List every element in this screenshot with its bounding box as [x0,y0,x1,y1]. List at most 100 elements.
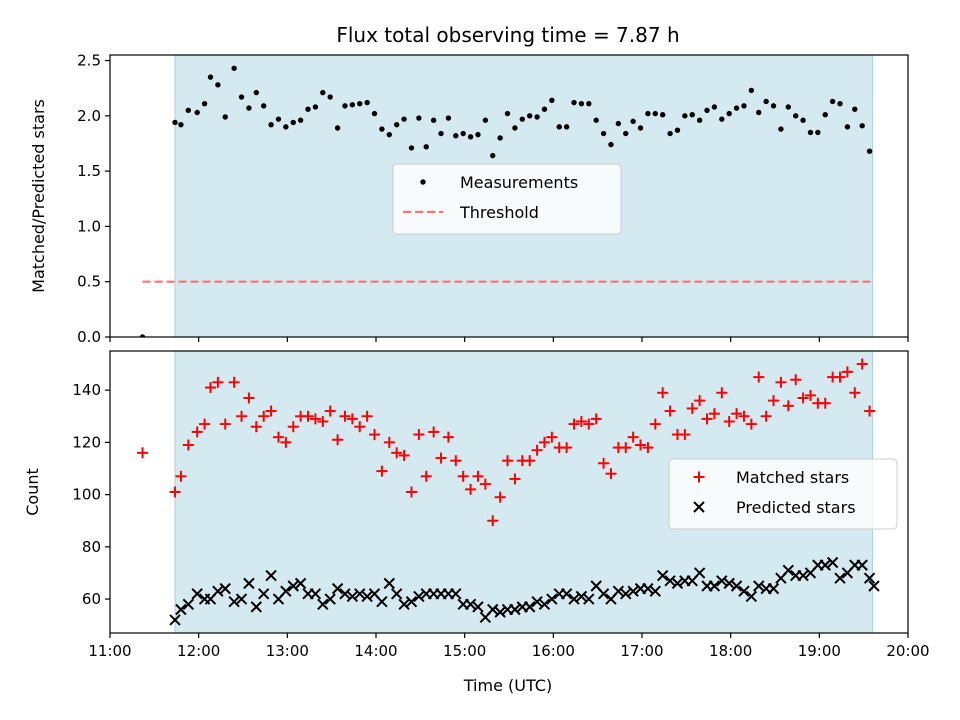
x-tick-label: 14:00 [354,642,397,660]
predicted-star-marker [560,588,573,600]
measurement-point [327,94,333,100]
x-tick-label: 18:00 [709,642,752,660]
predicted-star-marker [568,593,580,605]
legend-box [392,163,622,235]
matched-star-marker [479,478,491,490]
matched-star-marker [332,434,344,446]
marker-d2 [649,585,662,597]
matched-star-marker [212,376,224,388]
x-tick-label: 19:00 [798,642,841,660]
matched-star-marker [856,358,868,370]
marker-d2 [219,582,231,595]
measurement-point [748,87,755,94]
marker-d2 [753,580,765,592]
marker-d2 [523,601,536,613]
measurement-point [659,112,666,118]
predicted-star-marker [656,569,669,582]
marker-d2 [612,585,625,597]
matched-star-marker [627,431,639,443]
axes-frame [109,54,909,338]
matched-star-marker [280,436,292,448]
measurement-point [357,100,363,107]
matched-star-marker [420,470,432,482]
predicted-star-marker [243,577,255,590]
marker-d2 [656,569,669,582]
measurement-point [416,115,422,121]
predicted-star-marker [398,598,410,610]
matched-star-marker [723,416,735,427]
matched-star-marker [250,421,262,433]
measurement-point [139,334,146,337]
predicted-star-marker [464,598,477,610]
x-tick-label: 16:00 [532,642,575,660]
measurement-point [704,107,710,113]
marker-d2 [745,590,758,603]
matched-star-marker [361,410,373,422]
measurement-point [807,129,814,136]
matched-star-marker [679,429,691,441]
measurement-point [305,106,311,112]
marker-d2 [354,588,366,600]
predicted-star-marker [826,556,839,569]
predicted-star-marker [649,585,662,597]
matched-star-marker [701,413,713,425]
measurement-point [207,74,214,80]
matched-star-marker [819,397,831,409]
measurement-point [253,89,259,96]
y-tick-label: 60 [82,590,101,608]
matched-star-marker [620,442,632,454]
measurement-point [645,110,651,117]
predicted-star-marker [834,572,846,584]
predicted-star-marker [390,588,403,600]
measurement-point [386,131,392,138]
plot-area [137,358,880,626]
marker-d2 [509,603,521,616]
matched-star-marker [272,431,284,443]
marker-d2 [797,569,809,582]
measurement-point [342,103,348,109]
predicted-star-marker [383,577,396,590]
matched-star-marker [405,486,417,498]
matched-star-marker [849,387,861,399]
marker-d2 [339,588,351,600]
matched-star-marker [768,395,780,407]
predicted-star-marker [575,590,588,603]
counts-panel: 11:00 12:00 13:00 14:00 15:00 16:00 17:00 18:00… [23,350,930,660]
measurement-point [682,113,688,119]
predicted-star-marker [627,585,639,597]
measurement-point [490,152,496,159]
legend-measurement-icon [420,179,426,185]
marker-d2 [575,590,588,603]
marker-d2 [257,588,270,600]
matched-star-marker [790,374,802,386]
marker-d2 [856,559,868,571]
predicted-star-marker [797,569,809,582]
measurement-point [222,114,228,120]
predicted-star-marker [317,598,329,610]
measurement-point [815,129,821,136]
predicted-star-marker [257,588,270,600]
predicted-star-marker [819,559,831,571]
marker-d2 [361,590,373,603]
marker-d2 [716,575,728,587]
matched-star-marker [219,418,231,430]
matched-star-marker [236,410,248,422]
y-tick-label: 100 [72,486,101,504]
marker-d2 [169,614,181,626]
marker-d2 [376,595,388,608]
measurement-point [453,133,459,139]
predicted-star-marker [294,577,307,590]
matched-star-marker [137,447,149,459]
marker-d2 [560,588,573,600]
measurement-point [637,125,644,131]
predicted-star-marker [212,585,224,597]
predicted-star-marker [287,580,299,592]
marker-d2 [294,577,307,590]
marker-d2 [767,582,780,595]
marker-d2 [782,564,795,577]
matched-star-marker [797,392,809,404]
marker-d2 [368,588,381,600]
measurement-point [526,113,533,119]
matched-star-marker [605,468,617,480]
